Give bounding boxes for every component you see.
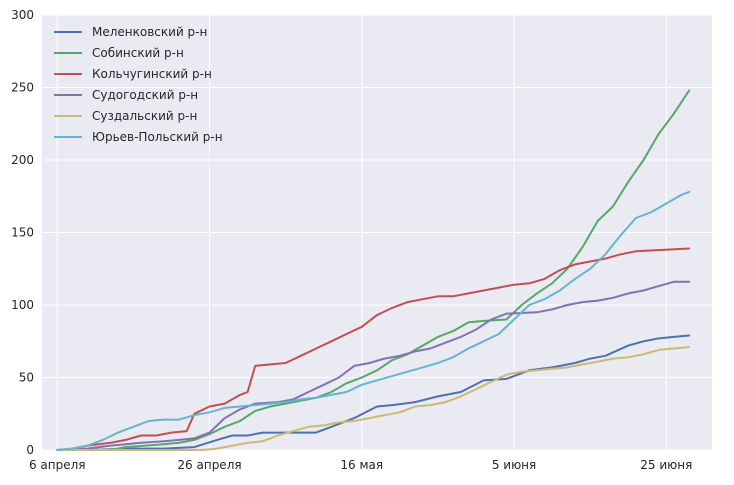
y-tick-label: 300 bbox=[11, 8, 34, 22]
y-tick-label: 200 bbox=[11, 153, 34, 167]
legend-label: Меленковский р-н bbox=[92, 25, 207, 39]
x-tick-label: 26 апреля bbox=[177, 458, 241, 472]
series-line-6 bbox=[56, 190, 691, 451]
series-line-3 bbox=[56, 247, 691, 451]
legend-label: Судогодский р-н bbox=[92, 88, 198, 102]
legend-label: Юрьев-Польский р-н bbox=[92, 130, 223, 144]
series-line-5 bbox=[56, 346, 691, 451]
y-tick-label: 150 bbox=[11, 226, 34, 240]
series-line-2 bbox=[56, 89, 691, 451]
series-lines bbox=[56, 89, 691, 451]
legend: Меленковский р-н Собинский р-н Кольчугинск… bbox=[54, 25, 223, 144]
y-tick-label: 50 bbox=[19, 371, 34, 385]
y-tick-label: 0 bbox=[26, 443, 34, 457]
y-axis-ticks: 0 50 100 150 200 250 300 bbox=[11, 8, 34, 457]
x-tick-label: 6 апреля bbox=[29, 458, 86, 472]
y-tick-label: 100 bbox=[11, 298, 34, 312]
x-axis-ticks: 6 апреля 26 апреля 16 мая 5 июня 25 июня bbox=[29, 458, 692, 472]
legend-label: Суздальский р-н bbox=[92, 109, 197, 123]
x-tick-label: 5 июня bbox=[492, 458, 536, 472]
y-tick-label: 250 bbox=[11, 81, 34, 95]
series-line-4 bbox=[56, 280, 691, 451]
legend-label: Собинский р-н bbox=[92, 46, 184, 60]
x-tick-label: 25 июня bbox=[640, 458, 692, 472]
legend-label: Кольчугинский р-н bbox=[92, 67, 212, 81]
x-tick-label: 16 мая bbox=[340, 458, 383, 472]
series-line-1 bbox=[56, 334, 691, 451]
